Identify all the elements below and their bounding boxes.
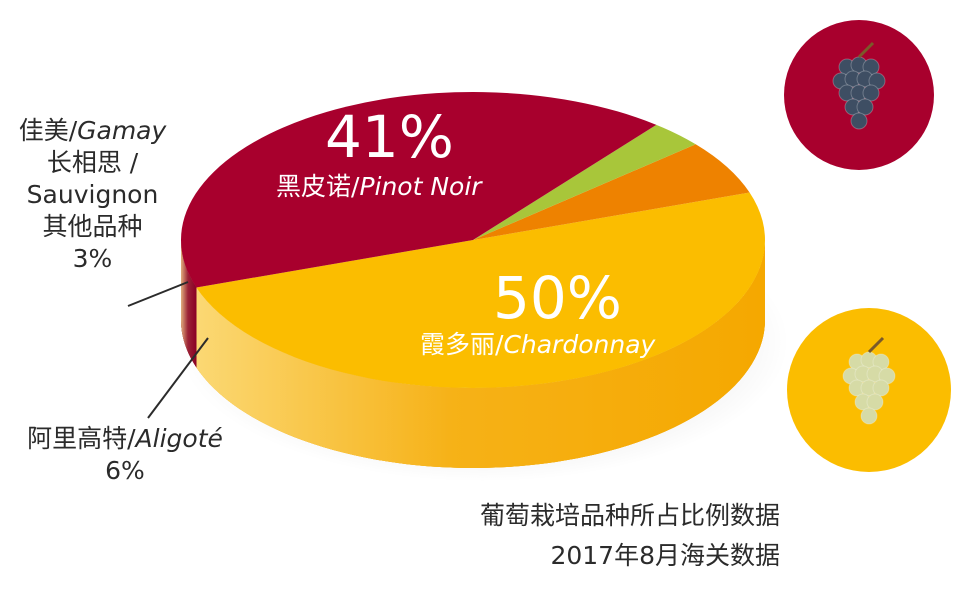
gamay-line4: 其他品种 [42, 212, 143, 241]
leader-line-gamay [127, 281, 189, 307]
gamay-line2: 长相思 / [46, 148, 139, 177]
gamay-label: 佳美/Gamay 长相思 / Sauvignon 其他品种 3% [0, 115, 185, 275]
red-grape-image-stem [857, 41, 875, 59]
chardonnay-name: 霞多丽/Chardonnay [420, 330, 655, 360]
white-grape-image-berry [872, 379, 890, 397]
leader-line-aligote [147, 337, 209, 419]
pie-side-pinot_noir-wrap2-highlight [181, 240, 197, 368]
source-line2: 2017年8月海关数据 [550, 541, 780, 570]
pie-slice-gamay_sauvignon_other [473, 124, 696, 240]
red-grape-image-berry [856, 98, 874, 116]
aligote-line1: 阿里高特/Aligoté [27, 424, 223, 453]
pie-slice-chardonnay [196, 192, 765, 388]
gamay-line3: Sauvignon [26, 180, 159, 209]
chardonnay-percent: 50% [493, 264, 622, 332]
pinot-noir-name: 黑皮诺/Pinot Noir [276, 172, 482, 202]
pinot-noir-name-zh: 黑皮诺/ [276, 172, 360, 201]
gamay-line1: 佳美/Gamay [18, 116, 167, 145]
source-line1: 葡萄栽培品种所占比例数据 [479, 501, 780, 530]
gamay-percent: 3% [72, 244, 113, 273]
chardonnay-name-zh: 霞多丽/ [420, 330, 504, 359]
red-grape-image-berry [862, 84, 880, 102]
chardonnay-name-en: Chardonnay [503, 330, 656, 359]
white-grape-image-stem [867, 336, 885, 354]
source-note: 葡萄栽培品种所占比例数据 2017年8月海关数据 [380, 496, 780, 576]
pie-slice-aligote [473, 144, 750, 240]
aligote-label: 阿里高特/Aligoté 6% [10, 423, 240, 487]
aligote-percent: 6% [105, 456, 145, 485]
white-grape-image-berry [866, 393, 884, 411]
white-grape-image-berry [860, 407, 878, 425]
red-grape-image [784, 20, 934, 170]
pinot-noir-percent: 41% [325, 103, 454, 171]
red-grape-image-berry [850, 112, 868, 130]
pinot-noir-name-en: Pinot Noir [359, 172, 482, 201]
pie-side-chardonnay-wrap2-highlight [196, 244, 765, 468]
white-grape-image [787, 308, 951, 472]
pie-slice-pinot_noir [180, 91, 657, 288]
